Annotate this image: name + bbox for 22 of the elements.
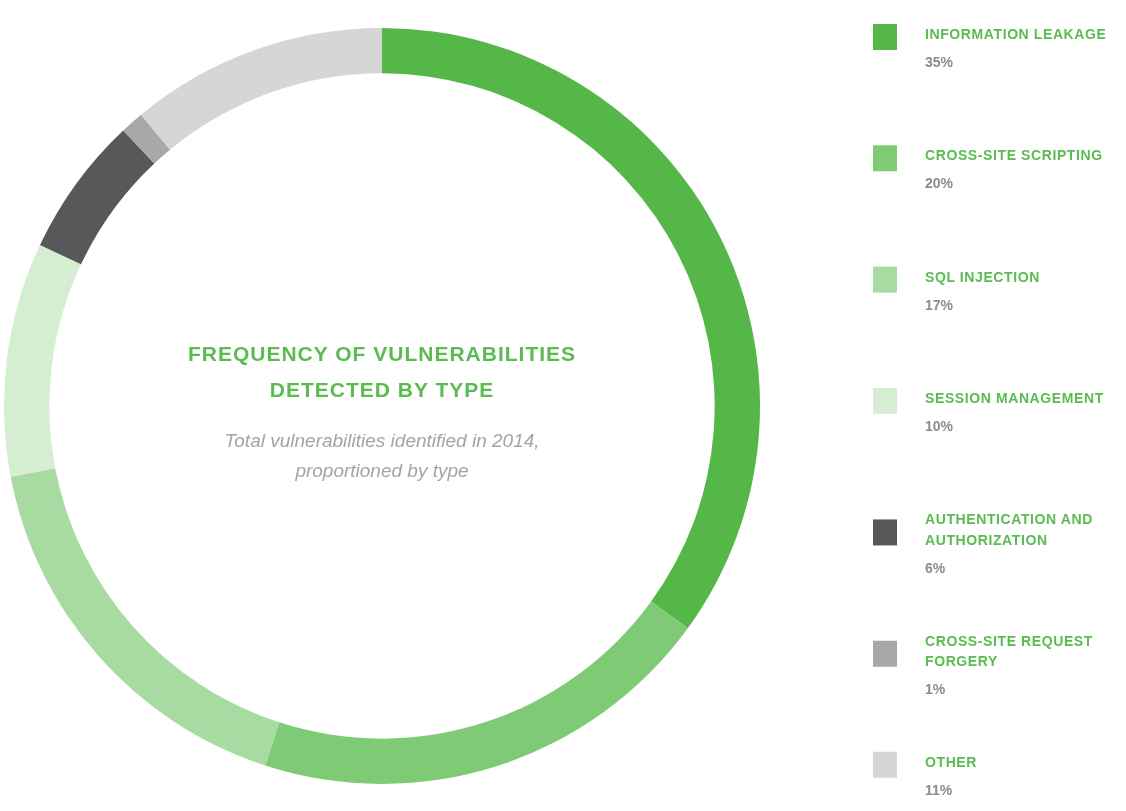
data-label: 35% [925, 54, 954, 70]
donut-slice [265, 601, 688, 784]
text: Total vulnerabilities identified in 2014, proportioned by type [224, 429, 540, 481]
legend-label: SESSION MANAGEMENT [925, 389, 1104, 406]
legend-label: AUTHENTICATION AND AUTHORIZATION [925, 511, 1093, 548]
data-label: 1% [925, 681, 946, 697]
legend-label: SQL INJECTION [925, 268, 1040, 285]
donut-slice [141, 28, 382, 150]
data-label: 20% [925, 175, 954, 192]
data-label: 10% [925, 417, 954, 434]
data-label: 6% [925, 559, 946, 576]
donut-slice [4, 245, 82, 477]
donut-slice [10, 468, 280, 766]
legend-label: CROSS-SITE REQUEST FORGERY [925, 632, 1093, 669]
data-label: 17% [925, 296, 954, 313]
donut-slice [39, 130, 155, 265]
text: FREQUENCY OF VULNERABILITIES DETECTED BY TYPE [187, 341, 577, 401]
donut-slice [123, 114, 170, 164]
data-label: 11% [925, 781, 953, 798]
legend-label: OTHER [925, 753, 977, 770]
legend-label: CROSS-SITE SCRIPTING [925, 147, 1103, 164]
legend-label: INFORMATION LEAKAGE [925, 26, 1107, 42]
